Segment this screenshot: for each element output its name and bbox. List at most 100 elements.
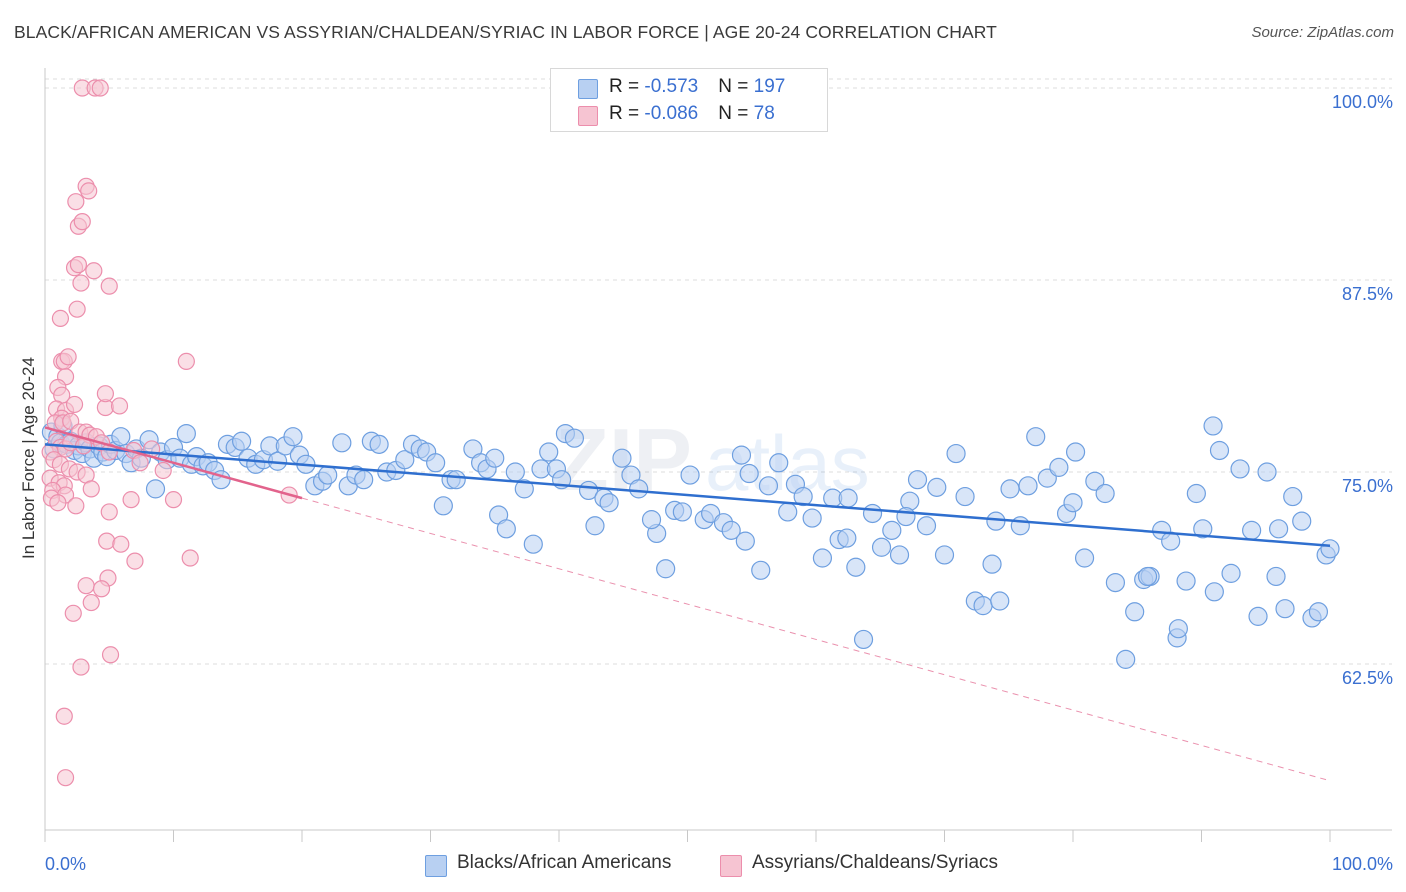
data-point-blacks xyxy=(433,496,453,516)
data-point-blacks xyxy=(1018,476,1038,496)
data-point-blacks xyxy=(1074,548,1095,568)
data-point-blacks xyxy=(1105,572,1126,593)
data-point-assyrians xyxy=(96,385,114,403)
trend-line-blacks xyxy=(44,443,1331,547)
x-tick-label: 0.0% xyxy=(45,854,86,874)
data-point-blacks xyxy=(1137,566,1158,587)
data-point-blacks xyxy=(1292,511,1312,531)
data-point-blacks xyxy=(672,502,692,522)
data-point-assyrians xyxy=(131,454,149,472)
legend-row-assyrians: R = -0.086 N = 78 xyxy=(551,101,827,127)
legend-swatch-blue xyxy=(578,79,598,99)
data-point-assyrians xyxy=(181,549,199,567)
data-point-blacks xyxy=(812,548,833,568)
data-point-assyrians xyxy=(85,262,103,280)
data-point-blacks xyxy=(793,486,813,507)
data-point-assyrians xyxy=(80,182,98,200)
data-point-blacks xyxy=(907,470,928,490)
data-point-blacks xyxy=(1026,427,1046,447)
data-point-assyrians xyxy=(68,300,86,318)
data-point-assyrians xyxy=(112,535,130,553)
data-point-blacks xyxy=(505,462,525,482)
data-point-blacks xyxy=(982,554,1002,574)
bottom-legend-label: Blacks/African Americans xyxy=(457,852,672,873)
data-point-assyrians xyxy=(67,497,85,515)
data-point-assyrians xyxy=(82,480,100,498)
data-point-assyrians xyxy=(51,309,70,327)
data-point-assyrians xyxy=(72,274,90,292)
y-tick-label: 75.0% xyxy=(1342,476,1393,496)
data-point-blacks xyxy=(751,560,771,580)
data-point-blacks xyxy=(1257,462,1277,482)
data-point-blacks xyxy=(769,453,789,473)
data-point-assyrians xyxy=(91,79,109,97)
data-point-blacks xyxy=(871,537,892,557)
trend-line-assyrians-extension xyxy=(301,497,1331,782)
data-point-blacks xyxy=(739,463,759,484)
data-point-blacks xyxy=(1186,483,1206,504)
data-point-assyrians xyxy=(100,277,118,295)
legend-swatch-pink xyxy=(578,106,598,126)
data-point-blacks xyxy=(1125,602,1145,622)
stats-legend: R = -0.573 N = 197 R = -0.086 N = 78 xyxy=(550,68,828,132)
legend-n-value: 197 xyxy=(753,76,786,97)
legend-row-blacks: R = -0.573 N = 197 xyxy=(551,74,827,100)
data-point-blacks xyxy=(853,629,874,650)
data-point-blacks xyxy=(1010,516,1030,536)
data-point-blacks xyxy=(111,427,131,447)
data-point-blacks xyxy=(1283,486,1303,507)
data-point-blacks xyxy=(446,470,466,490)
tick-labels: 62.5% 75.0% 87.5% 100.0% 0.0% 100.0% In Labor … xyxy=(19,92,1393,874)
bottom-legend-swatch-pink xyxy=(720,855,742,877)
data-point-blacks xyxy=(514,479,534,499)
data-point-blacks xyxy=(927,477,947,497)
data-point-blacks xyxy=(599,493,619,513)
data-point-blacks xyxy=(1193,519,1213,539)
data-point-assyrians xyxy=(177,352,195,371)
data-point-blacks xyxy=(485,448,505,468)
legend-r-label: R = xyxy=(609,103,645,124)
data-point-assyrians xyxy=(98,532,116,550)
data-point-blacks xyxy=(1320,539,1340,559)
data-point-blacks xyxy=(1000,479,1020,499)
data-point-blacks xyxy=(369,434,389,454)
data-point-blacks xyxy=(1176,571,1196,591)
data-point-blacks xyxy=(1230,459,1250,479)
data-point-blacks xyxy=(946,443,966,464)
data-point-assyrians xyxy=(101,646,120,664)
data-point-blacks xyxy=(612,448,632,468)
data-point-blacks xyxy=(523,534,543,554)
data-point-blacks xyxy=(426,453,446,473)
data-point-assyrians xyxy=(122,491,140,509)
y-tick-label: 87.5% xyxy=(1342,284,1393,304)
data-point-assyrians xyxy=(154,461,172,480)
data-point-blacks xyxy=(283,427,303,447)
legend-n-label: N = xyxy=(718,103,754,124)
data-point-blacks xyxy=(838,488,858,508)
data-point-blacks xyxy=(496,519,516,539)
data-point-blacks xyxy=(318,465,338,485)
data-point-blacks xyxy=(1116,649,1136,669)
data-point-blacks xyxy=(934,545,955,565)
data-point-blacks xyxy=(232,431,252,451)
data-point-blacks xyxy=(778,502,798,522)
data-point-blacks xyxy=(1221,563,1241,583)
data-point-blacks xyxy=(990,591,1010,611)
data-point-blacks xyxy=(1168,619,1188,639)
data-point-blacks xyxy=(896,506,916,527)
data-point-blacks xyxy=(680,465,700,485)
data-point-blacks xyxy=(395,450,415,470)
data-point-blacks xyxy=(1242,520,1262,540)
data-point-blacks xyxy=(1203,416,1223,436)
data-point-blacks xyxy=(731,445,752,465)
data-point-assyrians xyxy=(164,491,183,509)
data-point-assyrians xyxy=(100,503,118,521)
data-point-blacks xyxy=(1085,471,1105,491)
data-point-blacks xyxy=(564,428,585,448)
data-point-assyrians xyxy=(110,397,129,415)
data-point-blacks xyxy=(629,479,649,499)
data-point-blacks xyxy=(1065,442,1086,462)
series-assyrians-points xyxy=(41,79,298,787)
data-point-blacks xyxy=(735,531,755,551)
